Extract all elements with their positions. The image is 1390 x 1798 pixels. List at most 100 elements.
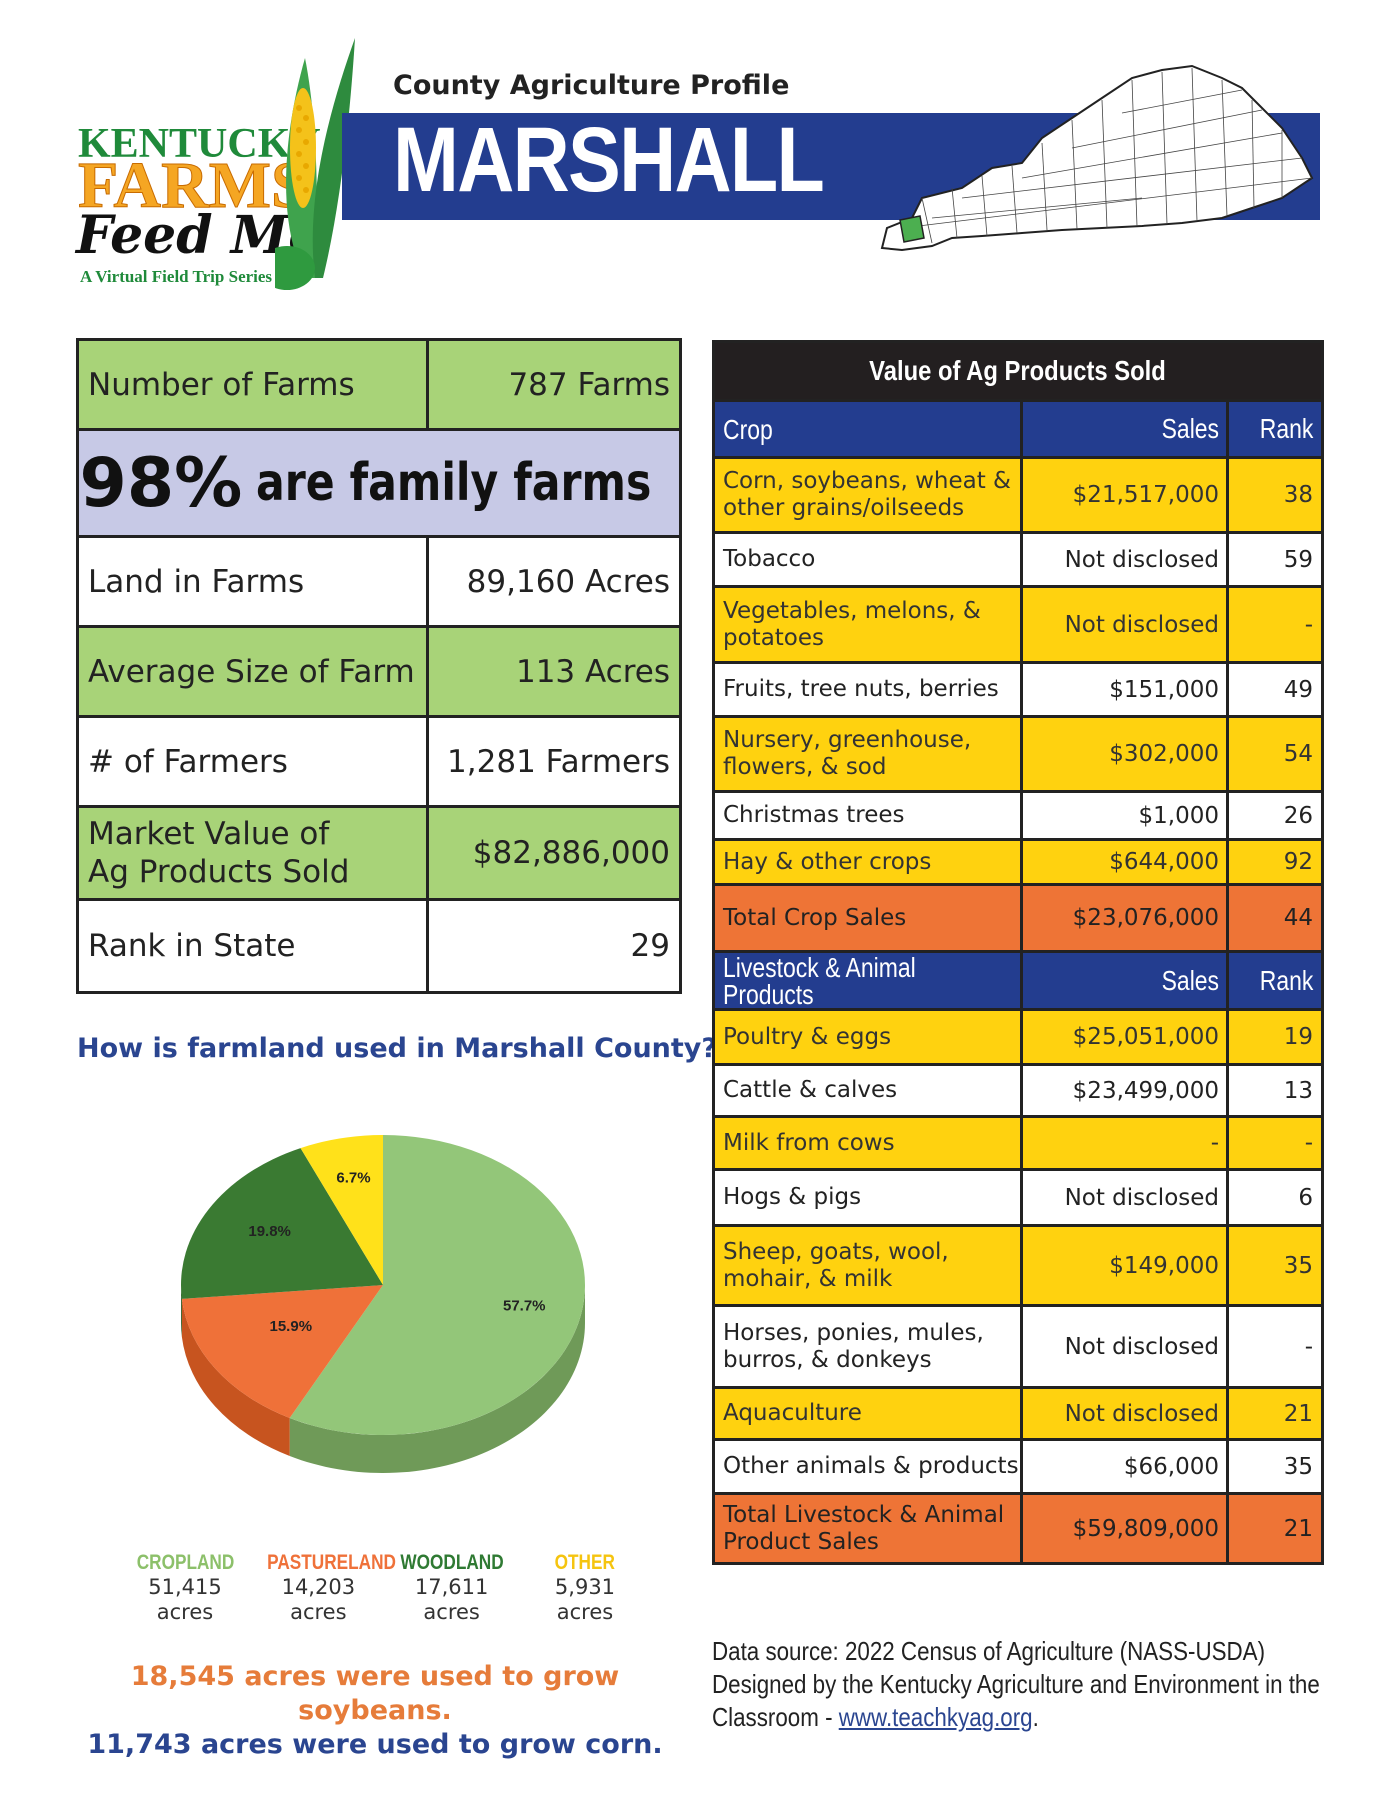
ag-table-title: Value of Ag Products Sold [715, 343, 1321, 399]
column-header: Crop [715, 402, 1023, 456]
table-row: Vegetables, melons, & potatoes Not discl… [715, 585, 1321, 661]
data-source-note: Data source: 2022 Census of Agriculture … [712, 1635, 1331, 1734]
product-rank: 92 [1283, 849, 1313, 875]
livestock-header-row: Livestock & Animal Products Sales Rank [715, 950, 1321, 1008]
table-row: Horses, ponies, mules, burros, & donkeys… [715, 1304, 1321, 1386]
product-rank: 19 [1283, 1024, 1313, 1050]
source-line-3-prefix: Classroom - [712, 1702, 839, 1732]
product-sales: Not disclosed [1023, 588, 1229, 661]
farmland-use-pie-chart: 57.7% 15.9% 19.8% 6.7% [181, 1135, 585, 1473]
crop-acreage-facts: 18,545 acres were used to grow soybeans.… [60, 1660, 690, 1762]
total-sales: $59,809,000 [1023, 1495, 1229, 1562]
legend-name: CROPLAND [136, 1551, 234, 1574]
stats-label: Number of Farms [79, 341, 429, 428]
product-name: Other animals & products [715, 1441, 1023, 1492]
product-sales: $25,051,000 [1023, 1011, 1229, 1063]
source-line-3-suffix: . [1032, 1702, 1039, 1732]
legend-unit: acres [156, 1600, 214, 1624]
total-label: Total Livestock & Animal Product Sales [715, 1495, 1023, 1562]
stats-row-number-of-farms: Number of Farms 787 Farms [79, 341, 679, 431]
legend-acres: 14,203 [281, 1575, 356, 1599]
stats-label: Land in Farms [79, 538, 429, 625]
product-sales: Not disclosed [1023, 534, 1229, 585]
product-name: Nursery, greenhouse, flowers, & sod [715, 718, 1023, 790]
product-rank: - [1304, 1333, 1313, 1360]
total-sales: $23,076,000 [1023, 886, 1229, 950]
product-name: Tobacco [715, 534, 1023, 585]
rank-column-header: Rank [1259, 413, 1313, 444]
pie-slice-side [181, 1285, 182, 1337]
product-rank: 21 [1283, 1400, 1313, 1427]
rank-column-header: Rank [1259, 964, 1313, 996]
product-sales: $149,000 [1023, 1227, 1229, 1304]
table-row: Cattle & calves $23,499,000 13 [715, 1063, 1321, 1115]
stats-label: Average Size of Farm [79, 628, 429, 715]
stats-value: 29 [630, 928, 670, 964]
pie-slice-label: 57.7% [503, 1298, 546, 1315]
legend-name: OTHER [554, 1551, 616, 1574]
legend-acres: 5,931 [554, 1575, 616, 1599]
stats-row-market-value: Market Value of Ag Products Sold $82,886… [79, 808, 679, 901]
product-sales: $302,000 [1023, 718, 1229, 790]
table-row: Corn, soybeans, wheat & other grains/oil… [715, 456, 1321, 531]
total-rank: 44 [1283, 905, 1313, 931]
product-rank: - [1304, 611, 1313, 638]
product-name: Cattle & calves [715, 1066, 1023, 1115]
product-rank: 59 [1283, 546, 1313, 573]
table-row: Nursery, greenhouse, flowers, & sod $302… [715, 715, 1321, 790]
legend-woodland: WOODLAND 17,611 acres [387, 1550, 517, 1625]
column-header: Sales [1023, 953, 1229, 1008]
stats-label: Rank in State [79, 901, 429, 991]
product-rank: 54 [1283, 741, 1313, 767]
product-sales: $644,000 [1023, 841, 1229, 883]
kentucky-farms-feed-me-logo: KENTUCKY FARMS Feed Me A Virtual Field T… [70, 45, 370, 295]
product-rank: 26 [1283, 802, 1313, 829]
legend-pastureland: PASTURELAND 14,203 acres [253, 1550, 396, 1625]
crop-total-row: Total Crop Sales $23,076,000 44 [715, 883, 1321, 950]
product-name: Corn, soybeans, wheat & other grains/oil… [715, 459, 1023, 531]
sales-column-header: Sales [1161, 413, 1219, 444]
stats-label: # of Farmers [79, 718, 429, 805]
pie-slice [300, 1135, 383, 1285]
stats-row-rank-in-state: Rank in State 29 [79, 901, 679, 991]
legend-acres: 51,415 [148, 1575, 222, 1599]
column-header: Livestock & Animal Products [715, 953, 1023, 1008]
total-rank: 21 [1283, 1515, 1313, 1542]
total-label: Total Crop Sales [715, 886, 1023, 950]
farm-stats-table: Number of Farms 787 Farms 98% are family… [76, 338, 682, 994]
family-farms-callout: 98% are family farms [79, 431, 679, 538]
product-rank: - [1304, 1130, 1313, 1156]
stats-value: 113 Acres [515, 653, 670, 690]
pie-slice [181, 1285, 383, 1419]
product-name: Sheep, goats, wool, mohair, & milk [715, 1227, 1023, 1304]
legend-unit: acres [423, 1600, 480, 1624]
pie-slice [289, 1135, 585, 1435]
pie-slice-label: 19.8% [248, 1223, 291, 1240]
soybean-acres-fact: 18,545 acres were used to grow soybeans. [130, 1661, 620, 1726]
stats-label: Market Value of Ag Products Sold [79, 808, 429, 898]
product-rank: 13 [1283, 1077, 1313, 1104]
pie-slice-side [181, 1298, 290, 1457]
farmland-use-question: How is farmland used in Marshall County? [77, 1033, 718, 1064]
table-row: Fruits, tree nuts, berries $151,000 49 [715, 661, 1321, 715]
legend-other: OTHER 5,931 acres [520, 1550, 650, 1625]
stats-value: 1,281 Farmers [447, 743, 670, 780]
stats-value: 89,160 Acres [466, 563, 670, 600]
table-row: Poultry & eggs $25,051,000 19 [715, 1008, 1321, 1063]
legend-acres: 17,611 [414, 1575, 489, 1599]
pie-legend: CROPLAND 51,415 acres PASTURELAND 14,203… [120, 1550, 650, 1625]
corn-acres-fact: 11,743 acres were used to grow corn. [87, 1729, 663, 1760]
ag-products-sold-table: Value of Ag Products Sold Crop Sales Ran… [712, 340, 1324, 1565]
product-sales: $66,000 [1023, 1441, 1229, 1492]
product-rank: 38 [1283, 482, 1313, 508]
crop-header-row: Crop Sales Rank [715, 399, 1321, 456]
legend-unit: acres [290, 1600, 347, 1624]
product-rank: 49 [1283, 676, 1313, 703]
product-name: Fruits, tree nuts, berries [715, 664, 1023, 715]
county-profile-subtitle: County Agriculture Profile [393, 70, 790, 101]
legend-cropland: CROPLAND 51,415 acres [120, 1550, 250, 1625]
source-line-2: Designed by the Kentucky Agriculture and… [712, 1669, 1320, 1699]
product-sales: Not disclosed [1023, 1171, 1229, 1224]
product-name: Hogs & pigs [715, 1171, 1023, 1224]
teachkyag-link[interactable]: www.teachkyag.org [838, 1702, 1033, 1732]
